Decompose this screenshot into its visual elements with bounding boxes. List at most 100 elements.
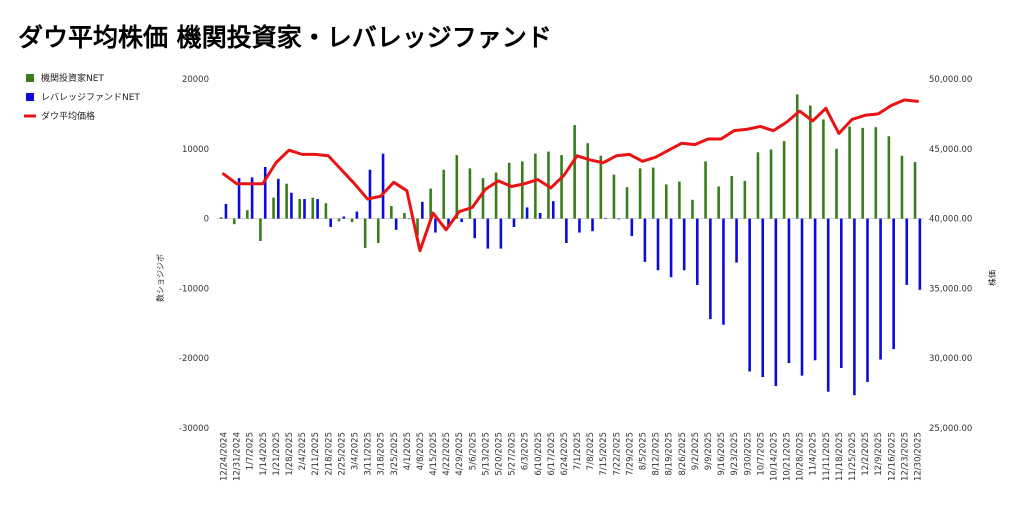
x-tick-label: 12/23/2025 — [900, 432, 910, 481]
x-tick-label: 3/4/2025 — [350, 432, 360, 470]
bar-leveraged — [761, 218, 765, 378]
bar-institutional — [494, 172, 498, 219]
x-tick-label: 4/8/2025 — [416, 432, 426, 470]
bar-leveraged — [669, 218, 673, 278]
right-axis-ticks: 50,000.00 45,000.00 40,000.00 35,000.00 30,0… — [929, 75, 972, 434]
x-tick-label: 8/12/2025 — [652, 432, 662, 476]
bar-leveraged — [840, 218, 843, 368]
left-tick-label: -20000 — [179, 354, 209, 364]
bars — [219, 94, 922, 396]
bar-institutional — [625, 187, 629, 219]
dow-line — [222, 98, 919, 253]
bar-leveraged — [486, 218, 490, 249]
x-tick-label: 2/11/2025 — [311, 432, 321, 476]
bar-institutional — [730, 176, 734, 219]
legend-item: レバレッジファンドNET — [26, 92, 140, 103]
left-tick-label: 10000 — [182, 145, 209, 155]
x-tick-label: 6/24/2025 — [560, 432, 570, 476]
bar-institutional — [390, 206, 393, 219]
bar-leveraged — [617, 218, 621, 220]
right-tick-label: 25,000.00 — [929, 424, 972, 434]
legend: 機関投資家NET レバレッジファンドNET ダウ平均価格 — [24, 72, 140, 122]
x-tick-label: 7/1/2025 — [573, 432, 583, 470]
left-tick-label: -30000 — [179, 424, 209, 434]
x-tick-label: 2/4/2025 — [298, 432, 308, 470]
x-tick-label: 12/30/2025 — [913, 432, 923, 481]
x-tick-label: 1/7/2025 — [246, 432, 256, 470]
bar-leveraged — [722, 218, 725, 325]
x-tick-label: 8/26/2025 — [678, 432, 688, 476]
bar-institutional — [887, 136, 891, 219]
x-tick-label: 9/9/2025 — [704, 432, 714, 470]
bar-institutional — [743, 180, 747, 219]
bar-leveraged — [866, 218, 869, 382]
right-axis-title: 株価 — [987, 270, 997, 286]
bar-institutional — [913, 162, 917, 219]
x-tick-label: 10/7/2025 — [756, 432, 766, 476]
bar-leveraged — [447, 218, 450, 227]
bar-leveraged — [250, 177, 254, 219]
legend-swatch — [26, 74, 34, 82]
bar-institutional — [900, 155, 904, 219]
bar-leveraged — [591, 218, 594, 232]
bar-institutional — [232, 218, 236, 225]
x-tick-label: 3/25/2025 — [390, 432, 400, 476]
bar-leveraged — [368, 169, 372, 219]
bar-institutional — [612, 174, 616, 219]
x-tick-label: 1/14/2025 — [259, 432, 269, 476]
bar-leveraged — [787, 218, 791, 364]
bar-leveraged — [460, 218, 463, 223]
bar-leveraged — [879, 218, 882, 360]
bar-leveraged — [748, 218, 751, 372]
bar-leveraged — [735, 218, 738, 263]
bar-leveraged — [695, 218, 699, 285]
bar-institutional — [246, 210, 249, 219]
bar-institutional — [691, 199, 694, 219]
bar-leveraged — [434, 218, 437, 233]
bar-institutional — [534, 153, 537, 219]
bar-leveraged — [892, 218, 895, 350]
bar-institutional — [481, 178, 485, 219]
bar-institutional — [350, 218, 354, 223]
x-tick-label: 4/29/2025 — [455, 432, 465, 476]
bar-institutional — [822, 119, 825, 219]
bar-institutional — [848, 126, 851, 219]
x-tick-label: 12/9/2025 — [874, 432, 884, 476]
bar-institutional — [560, 155, 563, 219]
bar-leveraged — [525, 207, 529, 219]
bar-institutional — [586, 143, 590, 219]
x-tick-label: 6/17/2025 — [547, 432, 557, 476]
bar-leveraged — [551, 201, 555, 219]
bar-institutional — [376, 218, 380, 244]
bar-leveraged — [800, 218, 804, 376]
bar-institutional — [363, 218, 367, 248]
x-tick-label: 6/10/2025 — [534, 432, 544, 476]
legend-swatch — [26, 93, 34, 101]
left-axis-ticks: 20000 10000 0 -10000 -20000 -30000 — [179, 75, 209, 434]
x-tick-label: 7/15/2025 — [599, 432, 609, 476]
bar-leveraged — [709, 218, 712, 320]
bar-institutional — [809, 105, 812, 219]
x-tick-label: 5/13/2025 — [481, 432, 491, 476]
bar-institutional — [455, 155, 459, 219]
bar-leveraged — [918, 218, 922, 290]
bar-leveraged — [290, 192, 293, 219]
x-tick-label: 5/6/2025 — [468, 432, 478, 470]
x-tick-label: 12/2/2025 — [861, 432, 871, 476]
bar-leveraged — [656, 218, 660, 271]
x-tick-label: 10/28/2025 — [796, 432, 806, 481]
x-tick-label: 2/18/2025 — [324, 432, 334, 476]
bar-institutional — [795, 94, 799, 219]
right-tick-label: 45,000.00 — [929, 145, 972, 155]
x-tick-label: 9/16/2025 — [717, 432, 727, 476]
bar-leveraged — [578, 218, 581, 233]
bar-institutional — [664, 184, 668, 219]
bar-institutional — [285, 183, 288, 219]
bar-institutional — [403, 213, 406, 219]
bar-institutional — [507, 162, 511, 219]
right-tick-label: 50,000.00 — [929, 75, 972, 85]
right-tick-label: 40,000.00 — [929, 215, 972, 225]
legend-label: レバレッジファンドNET — [41, 92, 140, 103]
x-tick-label: 11/25/2025 — [848, 432, 858, 481]
bar-institutional — [442, 169, 446, 219]
